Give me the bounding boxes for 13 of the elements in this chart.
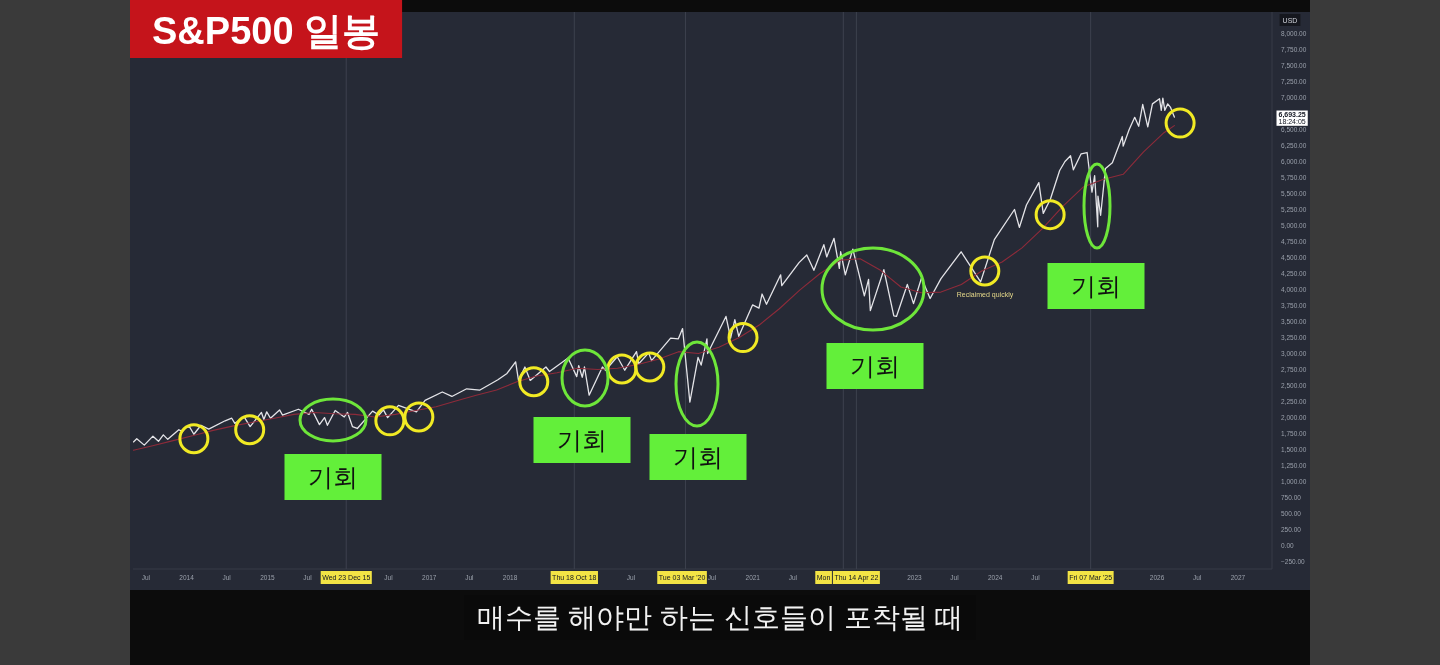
annotation: 기회 <box>533 417 631 463</box>
annotation: 기회 <box>284 454 382 500</box>
annotation: 기회 <box>826 343 924 389</box>
chart-title: S&P500 일봉 <box>152 10 381 52</box>
annotation: 기회 <box>1047 263 1145 309</box>
annotation: 기회 <box>308 463 358 491</box>
title: S&P500 일봉 <box>130 0 403 58</box>
caption: 매수를 해야만 하는 신호들이 포착될 때 <box>464 595 976 640</box>
annotation: 기회 <box>850 352 900 380</box>
annotation: 기회 <box>673 443 723 471</box>
annotation: 기회 <box>649 434 747 480</box>
annotation: 기회 <box>557 426 607 454</box>
annotation: 기회 <box>1071 272 1121 300</box>
